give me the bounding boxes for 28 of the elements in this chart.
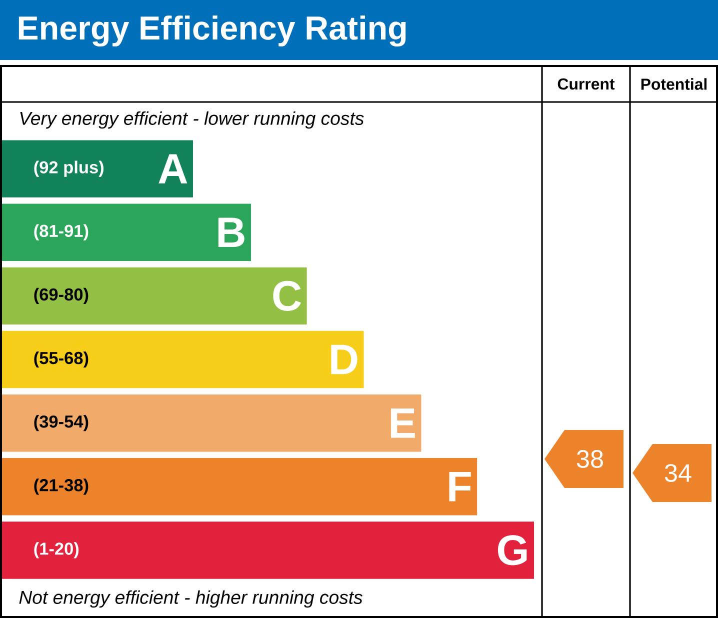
annotation: (81-91) (34, 224, 88, 240)
y-tick-label: D (331, 344, 358, 374)
bar (2, 458, 478, 516)
bar (2, 204, 251, 261)
text: Potential (641, 78, 707, 90)
bar (2, 394, 422, 452)
y-tick-label: G (498, 535, 527, 566)
annotation: (21-38) (34, 478, 88, 495)
y-tick-label: B (218, 218, 244, 247)
annotation: (69-80) (34, 288, 88, 304)
annotation: (39-54) (34, 415, 88, 432)
annotation: (1-20) (34, 542, 79, 558)
bar (2, 267, 307, 325)
text: 34 (664, 464, 692, 482)
y-tick-label: E (391, 408, 415, 438)
bar (2, 330, 364, 388)
bar (2, 140, 193, 198)
text: Very energy efficient - lower running costs (20, 111, 364, 129)
y-tick-label: F (449, 472, 471, 502)
y-tick-label: A (158, 154, 188, 184)
text: 38 (576, 450, 603, 468)
text: Not energy efficient - higher running costs (19, 590, 362, 608)
bar (2, 522, 534, 579)
annotation: (55-68) (34, 351, 88, 368)
annotation: (92 plus) (34, 160, 104, 177)
chart-title: Energy Efficiency Rating (18, 15, 406, 47)
y-tick-label: C (273, 280, 301, 311)
text: Current (558, 78, 615, 90)
